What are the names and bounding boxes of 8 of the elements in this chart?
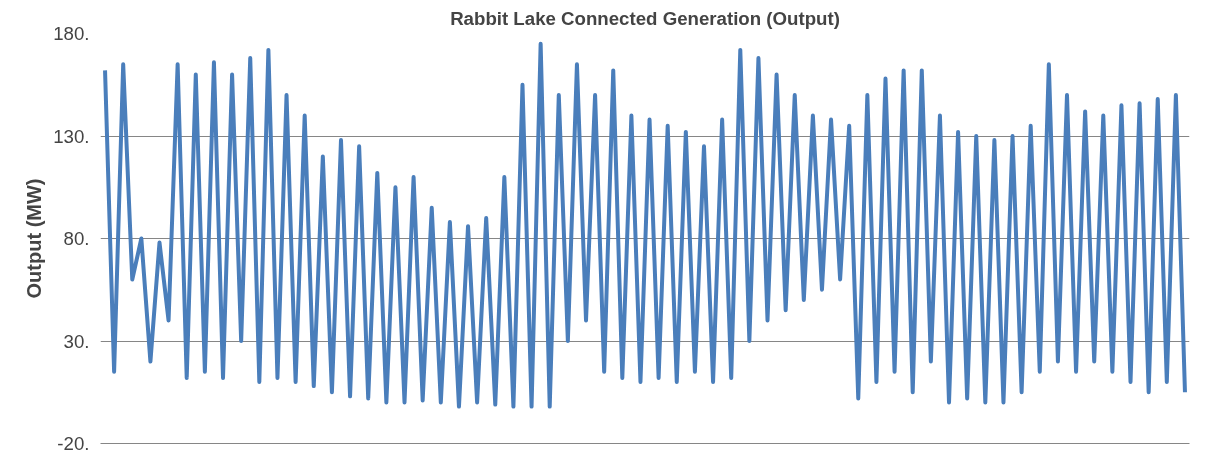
y-tick-label: -20. [57, 433, 90, 454]
chart-title: Rabbit Lake Connected Generation (Output) [450, 7, 840, 29]
y-tick-label: 180. [53, 23, 90, 44]
line-series [103, 41, 1187, 409]
y-tick-label: 80. [63, 228, 90, 249]
y-tick-label: 30. [63, 330, 90, 352]
y-axis-title: Output (MW) [23, 178, 46, 299]
y-tick-label: 130. [53, 125, 90, 147]
